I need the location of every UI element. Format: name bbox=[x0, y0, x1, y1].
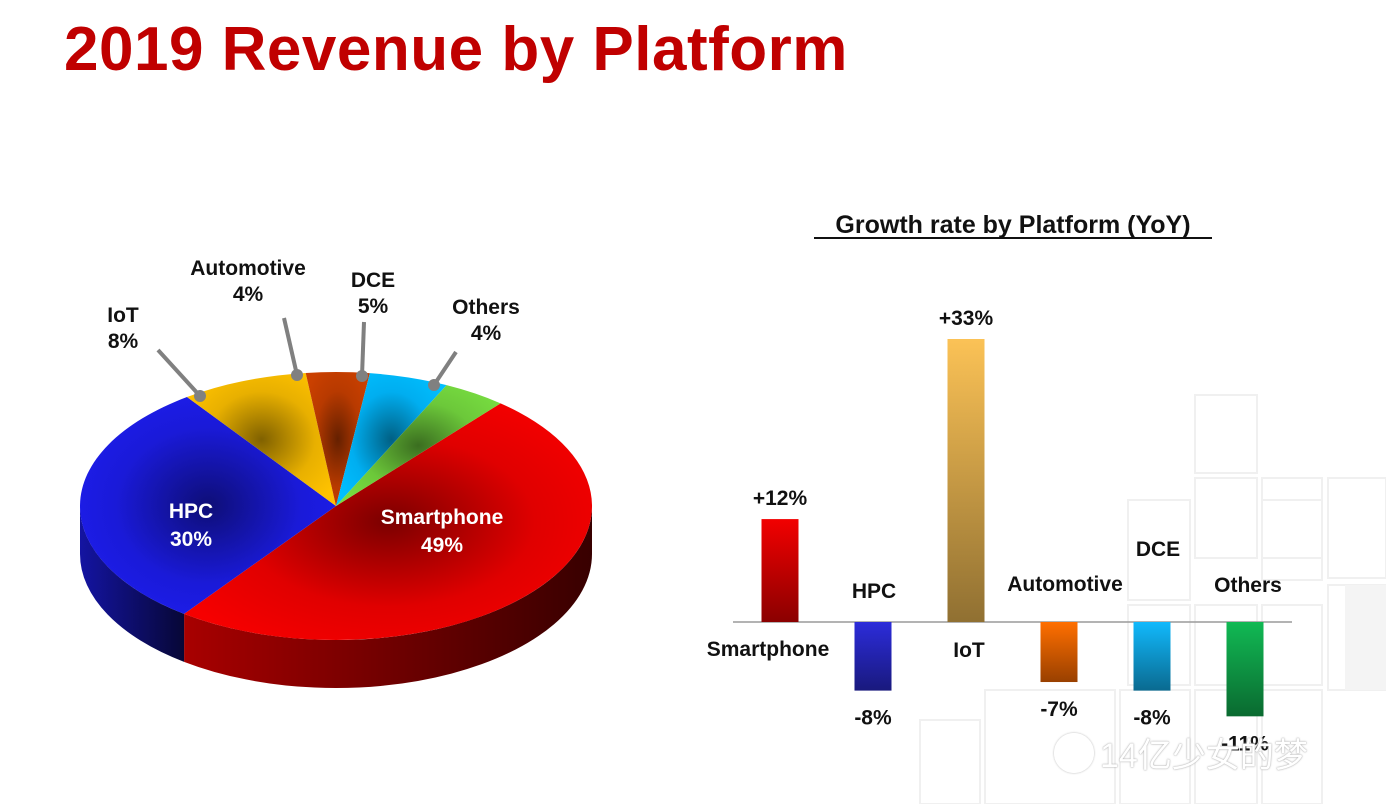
bar-iot bbox=[947, 339, 985, 622]
watermark: 14亿少女的梦 bbox=[1054, 728, 1308, 777]
pie-labels: Smartphone 49% HPC 30% IoT 8% Automotive 4% DCE 5… bbox=[107, 257, 520, 557]
pie-leader-line-dce bbox=[360, 321, 366, 377]
bar-value-label-smartphone: +12% bbox=[753, 487, 808, 510]
bar-hpc bbox=[854, 622, 892, 691]
grid-cell-decoration bbox=[984, 689, 1116, 804]
pie-leader-line-iot bbox=[156, 348, 202, 398]
bar-chart-title: Growth rate by Platform (YoY) bbox=[835, 211, 1190, 239]
pie-label-dce: DCE bbox=[351, 269, 395, 292]
pie-side-hpc bbox=[80, 506, 185, 662]
bar-category-label-hpc: HPC bbox=[852, 580, 896, 603]
pie-slice-automotive bbox=[305, 371, 370, 506]
pie-side-walls bbox=[80, 506, 592, 688]
bar-smartphone bbox=[761, 519, 799, 622]
bar-value-label-others: -11% bbox=[1221, 732, 1269, 755]
pie-label-automotive: Automotive bbox=[190, 257, 306, 280]
pie-value-others: 4% bbox=[471, 322, 502, 345]
pie-slice-iot bbox=[186, 372, 336, 506]
bar-category-label-automotive: Automotive bbox=[1007, 573, 1123, 596]
bar-value-label-hpc: -8% bbox=[854, 707, 892, 730]
pie-label-hpc: HPC bbox=[169, 500, 213, 523]
bar-value-label-dce: -8% bbox=[1133, 707, 1171, 730]
pie-value-automotive: 4% bbox=[233, 283, 264, 306]
pie-slice-others bbox=[336, 385, 501, 506]
bar-value-label-automotive: -7% bbox=[1040, 698, 1078, 721]
grid-cell-decoration bbox=[1261, 689, 1323, 804]
bar-automotive bbox=[1040, 622, 1078, 683]
pie-leader-line-automotive bbox=[282, 317, 299, 376]
pie-leader-line-others bbox=[432, 350, 458, 387]
pie-slice-smartphone bbox=[184, 403, 593, 641]
grid-cell-decoration bbox=[1194, 477, 1258, 559]
pie-value-dce: 5% bbox=[358, 295, 389, 318]
grid-cell-decoration bbox=[1261, 499, 1323, 581]
pie-top-faces bbox=[79, 371, 593, 641]
watermark-text: 14亿少女的梦 bbox=[1100, 737, 1308, 775]
pie-side-smartphone bbox=[184, 506, 592, 688]
grid-cell-decoration bbox=[1327, 477, 1386, 579]
pie-leader-dot-iot bbox=[194, 390, 206, 402]
bar-others bbox=[1226, 622, 1264, 717]
pie-label-others: Others bbox=[452, 296, 520, 319]
pie-leader-dot-dce bbox=[356, 370, 368, 382]
pie-label-smartphone: Smartphone bbox=[381, 506, 504, 529]
grid-cell-decoration bbox=[1194, 394, 1258, 474]
pie-value-smartphone: 49% bbox=[421, 534, 463, 557]
bar-value-label-iot: +33% bbox=[939, 307, 994, 330]
bar-category-label-smartphone: Smartphone bbox=[707, 638, 830, 661]
pie-leader-dot-others bbox=[428, 379, 440, 391]
pie-slice-dce bbox=[336, 373, 447, 506]
bar-dce bbox=[1133, 622, 1171, 691]
grid-cell-decoration bbox=[1194, 689, 1258, 804]
slide-title: 2019 Revenue by Platform bbox=[64, 15, 848, 84]
pie-value-hpc: 30% bbox=[170, 528, 212, 551]
weibo-logo-icon bbox=[1054, 732, 1094, 773]
bar-category-label-iot: IoT bbox=[953, 639, 985, 662]
pie-value-iot: 8% bbox=[108, 330, 139, 353]
grid-cell-decoration bbox=[919, 719, 981, 804]
bar-category-label-dce: DCE bbox=[1136, 538, 1180, 561]
pie-slice-hpc bbox=[79, 397, 337, 614]
pie-label-iot: IoT bbox=[107, 304, 139, 327]
pie-leader-dot-automotive bbox=[291, 369, 303, 381]
bar-category-label-others: Others bbox=[1214, 574, 1282, 597]
grid-cell-decoration bbox=[1345, 585, 1386, 690]
grid-cell-decoration bbox=[1127, 499, 1191, 601]
